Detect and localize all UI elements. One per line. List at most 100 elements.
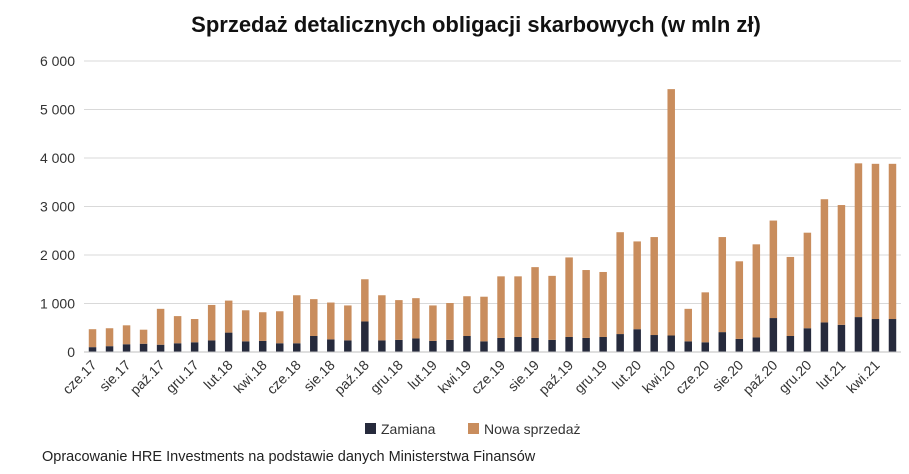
bar-nowa-sprzedaz	[786, 256, 795, 336]
x-tick-label: paź.18	[331, 357, 372, 398]
bar-nowa-sprzedaz	[378, 295, 386, 341]
bar-nowa-sprzedaz	[224, 300, 233, 333]
bar-nowa-sprzedaz	[258, 312, 267, 341]
bar-zamiana	[412, 338, 420, 352]
x-tick-label: cze.20	[672, 357, 713, 398]
source-note: Opracowanie HRE Investments na podstawie…	[42, 449, 536, 465]
bar-nowa-sprzedaz	[395, 300, 403, 340]
bar-zamiana	[480, 341, 488, 352]
bar-nowa-sprzedaz	[327, 302, 335, 340]
bar-zamiana	[429, 340, 437, 352]
bar-zamiana	[497, 337, 505, 352]
bar-nowa-sprzedaz	[122, 325, 131, 345]
bar-nowa-sprzedaz	[582, 270, 590, 338]
bar-nowa-sprzedaz	[548, 275, 556, 340]
legend-swatch-nowa-sprzedaz	[468, 423, 479, 434]
bar-nowa-sprzedaz	[837, 205, 846, 325]
y-tick-label: 1 000	[40, 296, 75, 312]
bar-zamiana	[548, 339, 556, 353]
bar-nowa-sprzedaz	[241, 310, 250, 342]
bar-zamiana	[854, 317, 863, 352]
bar-zamiana	[701, 342, 710, 352]
x-tick-label: lut.19	[405, 357, 441, 393]
bar-nowa-sprzedaz	[173, 316, 182, 344]
bar-nowa-sprzedaz	[207, 304, 216, 341]
x-tick-label: cze.18	[263, 357, 304, 398]
x-tick-label: paź.17	[127, 357, 168, 398]
bar-zamiana	[803, 328, 812, 352]
bar-nowa-sprzedaz	[684, 308, 692, 342]
bar-zamiana	[105, 346, 114, 352]
bar-nowa-sprzedaz	[105, 328, 114, 347]
bar-nowa-sprzedaz	[599, 271, 607, 337]
bar-nowa-sprzedaz	[531, 267, 539, 338]
bar-nowa-sprzedaz	[361, 279, 369, 322]
x-tick-label: cze.19	[468, 357, 509, 398]
bar-zamiana	[786, 336, 795, 352]
bar-zamiana	[599, 336, 607, 352]
bar-zamiana	[633, 329, 641, 352]
gridlines	[84, 60, 901, 304]
bar-zamiana	[514, 336, 522, 352]
x-tick-label: paź.19	[535, 357, 576, 398]
x-tick-label: gru.18	[367, 357, 407, 397]
bar-nowa-sprzedaz	[888, 163, 897, 320]
x-tick-label: gru.20	[775, 357, 815, 397]
bar-zamiana	[310, 336, 318, 352]
bar-zamiana	[718, 332, 727, 352]
bar-zamiana	[871, 319, 880, 352]
bar-zamiana	[582, 337, 590, 352]
bar-zamiana	[667, 335, 675, 352]
bar-nowa-sprzedaz	[616, 232, 624, 335]
bar-zamiana	[173, 343, 182, 352]
bar-zamiana	[565, 336, 573, 352]
bar-nowa-sprzedaz	[854, 163, 863, 318]
bar-nowa-sprzedaz	[803, 232, 812, 329]
bar-nowa-sprzedaz	[752, 244, 761, 338]
bar-nowa-sprzedaz	[310, 299, 318, 336]
bar-zamiana	[88, 347, 97, 352]
bar-zamiana	[735, 338, 744, 352]
x-tick-label: gru.17	[162, 357, 202, 397]
bar-nowa-sprzedaz	[139, 329, 148, 344]
bar-zamiana	[258, 340, 267, 352]
bar-zamiana	[650, 335, 658, 352]
legend: Zamiana Nowa sprzedaż	[365, 421, 581, 437]
y-tick-label: 3 000	[40, 199, 75, 215]
bar-zamiana	[752, 337, 761, 352]
legend-label-nowa-sprzedaz: Nowa sprzedaż	[484, 421, 581, 437]
bar-zamiana	[446, 339, 454, 353]
bar-nowa-sprzedaz	[463, 296, 471, 336]
bar-nowa-sprzedaz	[88, 329, 97, 348]
bar-nowa-sprzedaz	[565, 257, 573, 337]
bar-zamiana	[276, 343, 284, 352]
y-tick-label: 4 000	[40, 150, 75, 166]
x-tick-label: lut.18	[200, 357, 236, 393]
bar-zamiana	[361, 321, 369, 352]
bar-nowa-sprzedaz	[446, 303, 454, 340]
bar-zamiana	[207, 340, 216, 352]
chart-title: Sprzedaż detalicznych obligacji skarbowy…	[191, 12, 761, 37]
bar-zamiana	[395, 339, 403, 353]
x-tick-label: cze.17	[59, 357, 100, 398]
bar-zamiana	[531, 337, 539, 352]
bar-nowa-sprzedaz	[718, 237, 727, 333]
bar-nowa-sprzedaz	[429, 305, 437, 341]
bar-nowa-sprzedaz	[276, 311, 284, 344]
bars	[88, 89, 897, 353]
bar-zamiana	[241, 341, 250, 352]
bar-zamiana	[837, 324, 846, 352]
y-tick-label: 0	[67, 344, 75, 360]
bar-zamiana	[378, 340, 386, 352]
bar-nowa-sprzedaz	[633, 241, 641, 330]
bar-zamiana	[344, 340, 352, 352]
bar-nowa-sprzedaz	[667, 89, 675, 336]
bar-nowa-sprzedaz	[480, 296, 488, 342]
bar-zamiana	[684, 341, 692, 352]
bar-zamiana	[616, 334, 624, 352]
bar-zamiana	[122, 344, 131, 352]
bar-nowa-sprzedaz	[190, 319, 199, 343]
x-tick-label: kwi.21	[843, 357, 883, 397]
bar-zamiana	[820, 322, 829, 352]
